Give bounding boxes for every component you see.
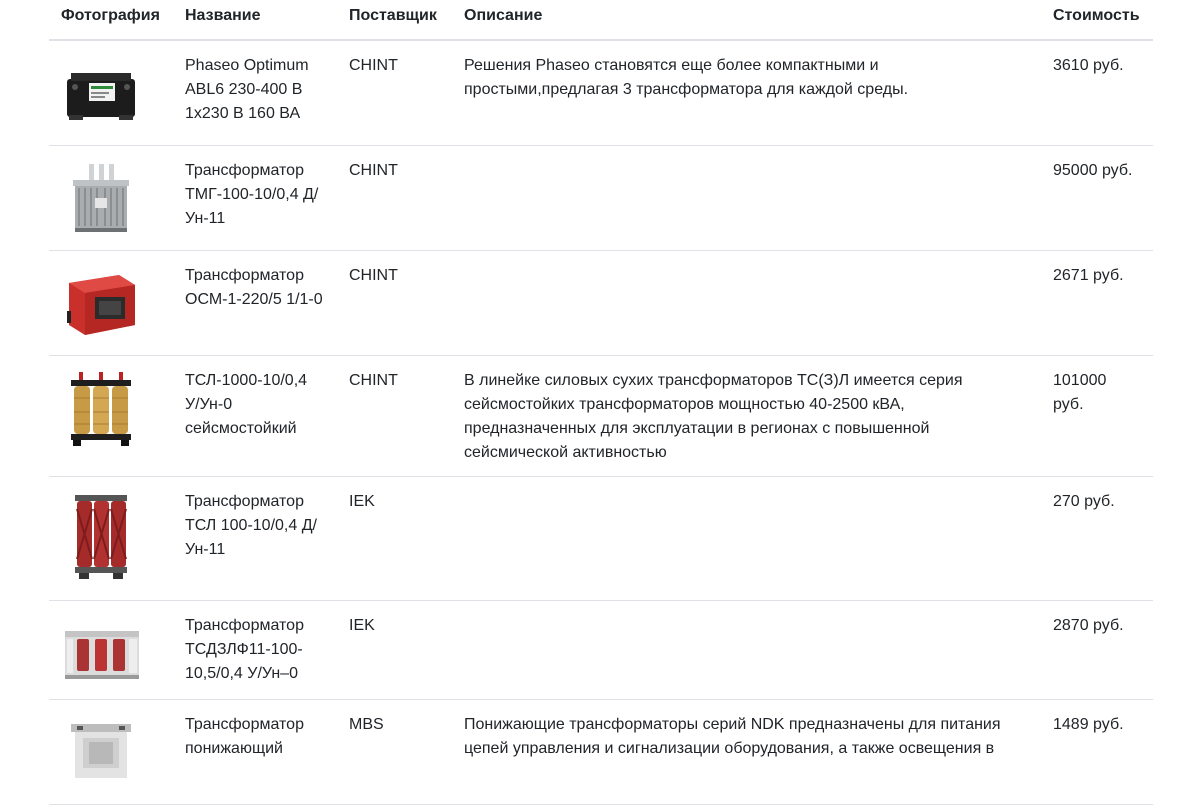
table-row: Трансформатор ОСМ-1-220/5 1/1-0 CHINT 26… xyxy=(49,250,1153,356)
product-price: 2870 руб. xyxy=(1041,600,1153,700)
product-name: Трансформатор ТМГ-100-10/0,4 Д/Ун-11 xyxy=(173,145,337,251)
product-supplier: CHINT xyxy=(337,145,452,251)
product-name: Трансформатор ТСДЗЛФ11-100-10,5/0,4 У/Ун… xyxy=(173,600,337,700)
header-photo: Фотография xyxy=(49,0,173,41)
header-name: Название xyxy=(173,0,337,41)
photo-cell xyxy=(49,476,173,601)
photo-cell xyxy=(49,250,173,356)
product-description: Решения Phaseo становятся еще более комп… xyxy=(452,40,1041,146)
enclosed-dry-transformer-icon[interactable] xyxy=(61,613,141,693)
product-name: ТСЛ-1000-10/0,4 У/Ун-0 сейсмостойкий xyxy=(173,355,337,477)
product-supplier: CHINT xyxy=(337,250,452,356)
product-description xyxy=(452,600,1041,700)
header-supplier: Поставщик xyxy=(337,0,452,41)
product-supplier: CHINT xyxy=(337,355,452,477)
product-price: 2671 руб. xyxy=(1041,250,1153,356)
product-supplier: MBS xyxy=(337,699,452,805)
photo-cell xyxy=(49,699,173,805)
product-description xyxy=(452,476,1041,601)
product-table: Фотография Название Поставщик Описание С… xyxy=(49,0,1153,805)
header-price: Стоимость xyxy=(1041,0,1153,41)
black-control-transformer-icon[interactable] xyxy=(61,53,141,133)
product-name: Трансформатор ОСМ-1-220/5 1/1-0 xyxy=(173,250,337,356)
product-description xyxy=(452,250,1041,356)
table-row: Phaseo Optimum ABL6 230-400 В 1х230 В 16… xyxy=(49,40,1153,146)
product-supplier: IEK xyxy=(337,600,452,700)
product-description: В линейке силовых сухих трансформаторов … xyxy=(452,355,1041,477)
product-name: Phaseo Optimum ABL6 230-400 В 1х230 В 16… xyxy=(173,40,337,146)
product-description xyxy=(452,145,1041,251)
product-price: 1489 руб. xyxy=(1041,699,1153,805)
product-supplier: CHINT xyxy=(337,40,452,146)
dry-coil-transformer-icon[interactable] xyxy=(61,368,141,448)
product-price: 101000 руб. xyxy=(1041,355,1153,477)
header-description: Описание xyxy=(452,0,1041,41)
table-row: Трансформатор понижающий MBS Понижающие … xyxy=(49,699,1153,805)
photo-cell xyxy=(49,40,173,146)
product-name: Трансформатор ТСЛ 100-10/0,4 Д/Ун-11 xyxy=(173,476,337,601)
table-row: Трансформатор ТСДЗЛФ11-100-10,5/0,4 У/Ун… xyxy=(49,600,1153,700)
photo-cell xyxy=(49,145,173,251)
product-table-container: Фотография Название Поставщик Описание С… xyxy=(49,0,1153,805)
photo-cell xyxy=(49,355,173,477)
table-row: Трансформатор ТМГ-100-10/0,4 Д/Ун-11 CHI… xyxy=(49,145,1153,251)
table-row: Трансформатор ТСЛ 100-10/0,4 Д/Ун-11 IEK… xyxy=(49,476,1153,601)
red-cast-resin-transformer-icon[interactable] xyxy=(61,489,141,583)
oil-power-transformer-icon[interactable] xyxy=(61,158,141,238)
product-supplier: IEK xyxy=(337,476,452,601)
product-price: 3610 руб. xyxy=(1041,40,1153,146)
table-row: ТСЛ-1000-10/0,4 У/Ун-0 сейсмостойкий CHI… xyxy=(49,355,1153,477)
product-price: 95000 руб. xyxy=(1041,145,1153,251)
product-price: 270 руб. xyxy=(1041,476,1153,601)
product-name: Трансформатор понижающий xyxy=(173,699,337,805)
photo-cell xyxy=(49,600,173,700)
product-description: Понижающие трансформаторы серий NDK пред… xyxy=(452,699,1041,805)
step-down-transformer-icon[interactable] xyxy=(61,712,141,792)
table-header-row: Фотография Название Поставщик Описание С… xyxy=(49,0,1153,41)
red-box-transformer-icon[interactable] xyxy=(61,263,141,343)
